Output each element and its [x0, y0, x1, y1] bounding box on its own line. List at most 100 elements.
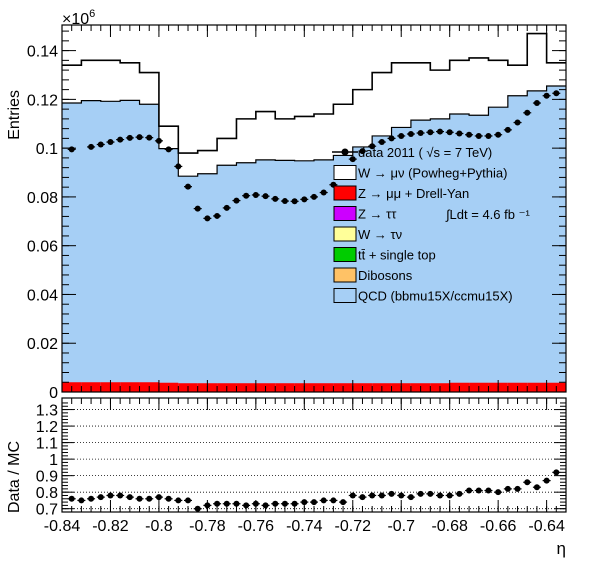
data-point — [233, 197, 240, 204]
data-point — [466, 131, 473, 138]
ratio-y-tick-label: 1.1 — [36, 436, 58, 453]
ratio-y-tick-label: 0.7 — [36, 502, 58, 519]
x-tick-label: -0.64 — [528, 518, 565, 535]
data-point — [378, 139, 385, 146]
data-point — [359, 148, 366, 155]
x-tick-label: -0.8 — [145, 518, 173, 535]
data-point — [485, 132, 492, 139]
ratio-point — [243, 502, 250, 509]
qcd-outline — [62, 85, 566, 177]
y-tick-label: 0.08 — [27, 190, 58, 207]
ratio-panel: 0.70.80.911.11.21.3 -0.84 -0.82 -0.8 -0.78 -0… — [36, 397, 567, 535]
y-tick-label: 0.06 — [27, 239, 58, 256]
ratio-point — [466, 487, 473, 494]
ratio-point — [359, 494, 366, 501]
data-point — [407, 131, 414, 138]
ratio-y-tick-label: 0.8 — [36, 485, 58, 502]
x-tick-label: -0.68 — [431, 518, 468, 535]
data-point — [272, 195, 279, 202]
legend-swatch — [333, 165, 357, 180]
data-point — [262, 193, 269, 200]
ratio-point — [78, 497, 85, 504]
data-point — [117, 136, 124, 143]
legend-label: W → μν (Powheg+Pythia) — [358, 166, 507, 181]
data-point — [456, 130, 463, 137]
legend-data-marker — [341, 148, 349, 156]
data-point — [126, 134, 133, 141]
ratio-point — [446, 492, 453, 499]
ratio-point — [223, 500, 230, 507]
data-point — [204, 215, 211, 222]
legend-label: W → τν — [358, 227, 402, 242]
ratio-point — [155, 494, 162, 501]
data-point — [194, 205, 201, 212]
x-tick-label: -0.66 — [480, 518, 517, 535]
x-tick-label: -0.74 — [286, 518, 323, 535]
x-axis-title: η — [557, 539, 566, 558]
legend-label: Z → μμ + Drell-Yan — [358, 186, 469, 201]
data-point — [88, 143, 95, 150]
y-tick-label: 0.02 — [27, 336, 58, 353]
data-point — [533, 100, 540, 107]
data-point — [97, 141, 104, 148]
ratio-point — [136, 495, 143, 502]
data-point — [524, 109, 531, 116]
ratio-point — [553, 469, 560, 476]
legend-swatch — [333, 288, 357, 303]
data-point — [369, 143, 376, 150]
ratio-point — [107, 492, 114, 499]
y-exponent-label: ×106 — [62, 8, 95, 28]
data-point — [398, 132, 405, 139]
ratio-point — [214, 500, 221, 507]
x-tick-label: -0.82 — [92, 518, 129, 535]
data-point — [417, 130, 424, 137]
data-point — [252, 191, 259, 198]
legend-swatch — [333, 226, 357, 242]
lumi-annotation: ∫Ldt = 4.6 fb ⁻¹ — [445, 207, 530, 222]
ratio-y-tick-label: 1 — [49, 452, 58, 469]
ratio-point — [117, 492, 124, 499]
y-tick-label: 0.12 — [27, 92, 58, 109]
data-point — [68, 146, 75, 153]
ratio-y-tick-label: 1.3 — [36, 403, 58, 420]
ratio-point — [165, 495, 172, 502]
y-tick-label: 0.04 — [27, 287, 58, 304]
data-point — [388, 135, 395, 142]
legend-swatch — [333, 185, 357, 201]
data-point — [107, 139, 114, 146]
legend-label: Z → ττ — [358, 207, 397, 222]
data-point — [185, 183, 191, 190]
data-point — [155, 137, 162, 144]
data-point — [495, 131, 502, 138]
ratio-point — [311, 499, 317, 506]
ratio-point — [485, 487, 492, 494]
ratio-y-tick-label: 0.9 — [36, 469, 58, 486]
ratio-point — [524, 479, 531, 486]
ratio-point — [514, 485, 521, 492]
ratio-y-tick-label: 1.2 — [36, 419, 58, 436]
ratio-y-axis-title: Data / MC — [6, 441, 23, 513]
x-tick-label: -0.76 — [238, 518, 275, 535]
data-point — [514, 119, 521, 126]
x-tick-label: -0.72 — [335, 518, 372, 535]
legend-label: data 2011 ( √s = 7 TeV) — [358, 145, 492, 160]
ratio-point — [369, 492, 376, 499]
legend-swatch — [333, 247, 357, 262]
ratio-point — [495, 489, 502, 496]
y-exponent-power: 6 — [89, 8, 95, 20]
data-point — [311, 193, 317, 200]
ratio-point — [97, 494, 104, 501]
data-point — [543, 92, 550, 99]
ratio-point — [320, 497, 327, 504]
y-tick-label: 0.14 — [27, 44, 58, 61]
data-point — [165, 146, 172, 153]
data-point — [475, 132, 482, 139]
ratio-point — [504, 485, 511, 492]
top-panel: 0 0.02 0.04 0.06 0.08 0.1 0.12 0.14 data 2011 ( … — [27, 24, 567, 402]
ratio-point — [349, 492, 356, 499]
ratio-point — [262, 502, 269, 509]
y-tick-label: 0.1 — [36, 141, 58, 158]
data-point — [446, 129, 453, 136]
data-point — [349, 156, 356, 163]
